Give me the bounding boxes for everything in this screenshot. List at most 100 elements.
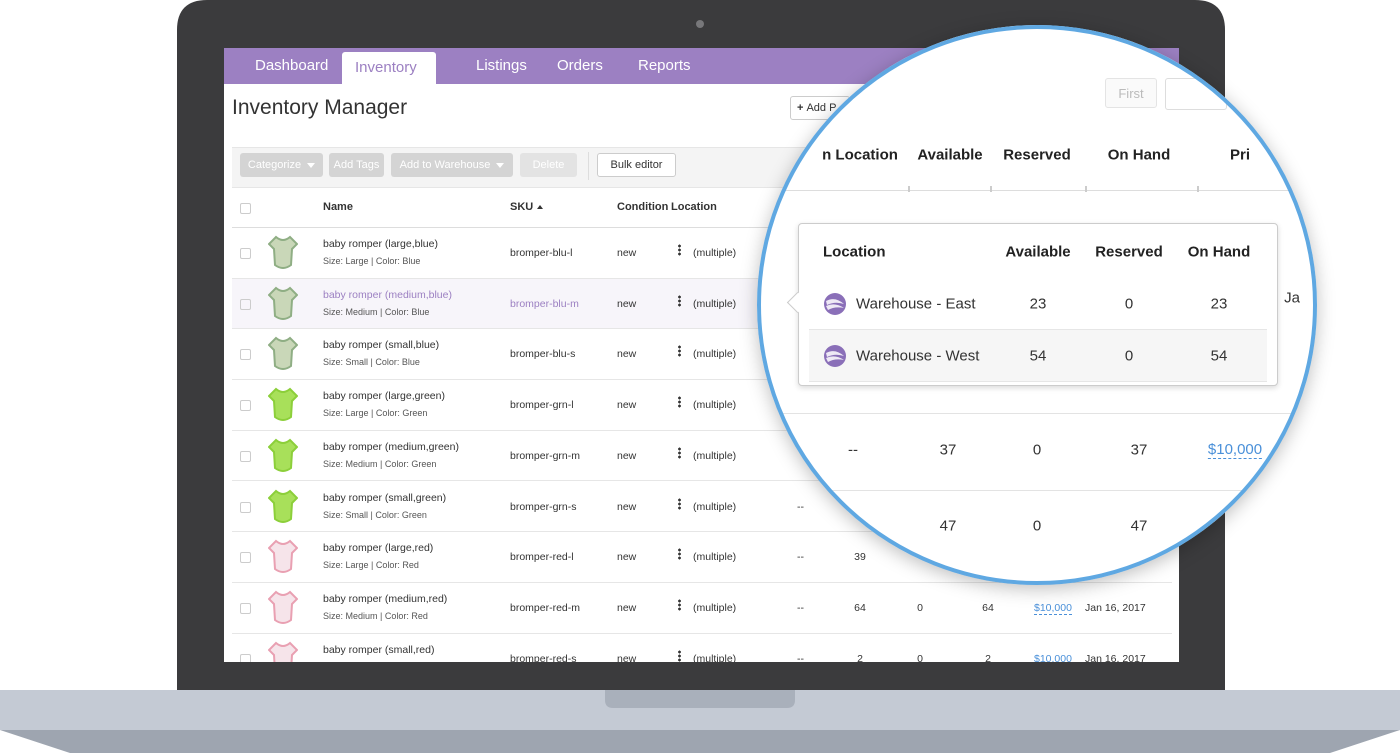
product-variant: Size: Small | Color: Green <box>323 509 427 520</box>
checkbox[interactable] <box>240 349 251 361</box>
kebab-icon[interactable] <box>678 294 681 307</box>
dropdown-caret <box>307 162 316 168</box>
toolbar-button[interactable]: Add Tags <box>329 153 384 177</box>
sort-arrow <box>537 205 543 209</box>
location: (multiple) <box>693 652 737 662</box>
product-name: baby romper (medium,green) <box>323 440 459 453</box>
product-name: baby romper (medium,blue) <box>323 288 452 301</box>
product-image <box>268 489 298 523</box>
condition: new <box>617 652 637 662</box>
add-button-label: Add P <box>806 102 837 114</box>
product-image <box>268 235 298 269</box>
sku: bromper-grn-l <box>510 399 574 412</box>
checkbox[interactable] <box>240 400 251 412</box>
location: (multiple) <box>693 247 737 259</box>
product-variant: Size: Medium | Color: Blue <box>323 306 430 317</box>
magnifier-ring <box>757 25 1317 585</box>
toolbar-separator <box>588 152 589 180</box>
romper <box>268 235 298 269</box>
checkbox[interactable] <box>240 203 251 214</box>
location: (multiple) <box>693 449 737 462</box>
product-variant: Size: Medium | Color: Green <box>323 458 437 469</box>
product-variant: Size: Small | Color: Blue <box>323 357 420 368</box>
product-image <box>268 286 298 320</box>
location: (multiple) <box>693 500 737 513</box>
kebab-icon[interactable] <box>678 548 681 561</box>
product-variant: Size: Large | Color: Green <box>323 408 428 419</box>
kebab-icon[interactable] <box>678 396 681 409</box>
checkbox[interactable] <box>240 653 251 662</box>
available: 39 <box>854 551 866 564</box>
add-button[interactable]: + Add P <box>790 96 850 120</box>
condition: new <box>617 399 637 412</box>
product-variant: Size: Large | Color: Blue <box>323 256 421 266</box>
checkbox[interactable] <box>240 602 251 614</box>
price: $10,000 <box>1034 601 1072 615</box>
column-header: SKU <box>510 201 534 213</box>
kebab-icon[interactable] <box>678 345 681 358</box>
kebab-icon[interactable] <box>678 497 681 510</box>
location: (multiple) <box>693 297 737 310</box>
nav-tab: Listings <box>476 57 527 74</box>
toolbar-button[interactable]: Add to Warehouse <box>391 153 513 177</box>
sku: bromper-red-l <box>510 551 574 564</box>
condition: new <box>617 297 637 310</box>
kebab-icon[interactable] <box>678 446 681 459</box>
bin: -- <box>797 551 804 564</box>
product-variant: Size: Large | Color: Red <box>323 560 419 571</box>
checkbox[interactable] <box>240 552 251 564</box>
toolbar-button-label: Add to Warehouse <box>399 159 491 171</box>
checkbox[interactable] <box>240 248 251 259</box>
product-name: baby romper (small,green) <box>323 491 447 504</box>
toolbar-button-label: Bulk editor <box>610 159 663 171</box>
sku: bromper-grn-m <box>510 449 581 462</box>
product-variant: Size: Medium | Color: Red <box>323 610 428 621</box>
kebab-icon[interactable] <box>678 649 681 662</box>
checkbox[interactable] <box>240 298 251 310</box>
sku: bromper-blu-s <box>510 348 576 361</box>
romper <box>268 641 298 662</box>
date: Jan 16, 2017 <box>1085 601 1146 614</box>
toolbar-button[interactable]: Delete <box>520 153 577 177</box>
product-name: baby romper (large,green) <box>323 390 445 403</box>
sku: bromper-grn-s <box>510 500 577 513</box>
romper <box>268 286 298 320</box>
location: (multiple) <box>693 551 737 564</box>
romper <box>268 337 298 371</box>
kebab-icon[interactable] <box>678 598 681 611</box>
checkbox[interactable] <box>240 450 251 462</box>
sku: bromper-blu-l <box>510 247 573 259</box>
nav-tab: Inventory <box>355 59 417 76</box>
bin: -- <box>797 500 804 513</box>
product-image <box>268 641 298 662</box>
kebab-icon[interactable] <box>678 244 681 256</box>
price: $10,000 <box>1034 653 1072 662</box>
romper <box>268 387 298 422</box>
toolbar-button[interactable]: Categorize <box>240 153 323 177</box>
table-row <box>232 633 1172 662</box>
checkbox[interactable] <box>240 501 251 513</box>
condition: new <box>617 348 637 361</box>
bin: -- <box>797 652 804 662</box>
sku: bromper-blu-m <box>510 297 579 310</box>
table-header <box>232 186 1172 228</box>
laptop-base-edge <box>0 730 1400 753</box>
page-title: Inventory Manager <box>232 96 408 119</box>
toolbar-button-label: Add Tags <box>333 159 380 171</box>
table-row <box>232 582 1172 634</box>
condition: new <box>617 449 637 462</box>
toolbar-button[interactable]: Bulk editor <box>597 153 676 177</box>
date: Jan 16, 2017 <box>1085 652 1146 662</box>
reserved: 0 <box>917 601 923 614</box>
available: 64 <box>854 601 866 614</box>
location: (multiple) <box>693 601 737 614</box>
product-name: baby romper (large,red) <box>323 542 434 555</box>
column-header: Name <box>323 201 353 213</box>
product-image <box>268 438 298 472</box>
product-name: baby romper (small,blue) <box>323 339 440 352</box>
condition: new <box>617 601 637 614</box>
nav-tab: Orders <box>557 57 603 74</box>
condition: new <box>617 247 637 259</box>
active-tab <box>342 52 436 84</box>
reserved: 0 <box>917 652 923 662</box>
